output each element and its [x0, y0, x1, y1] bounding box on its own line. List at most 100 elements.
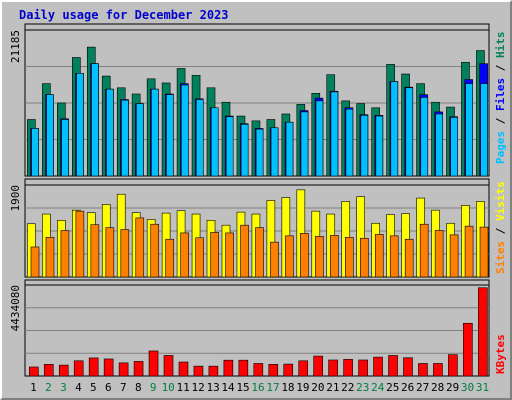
- bar-kbytes-day-20: [313, 355, 323, 377]
- bar-sites-day-2: [45, 236, 55, 278]
- x-tick-label-day-18: 18: [281, 381, 294, 394]
- panel-hits-files-pages: 21185: [9, 23, 490, 177]
- x-tick-label-day-13: 13: [206, 381, 219, 394]
- bar-sites-day-18: [285, 235, 294, 278]
- bar-sites-day-10: [165, 238, 175, 278]
- x-tick-label-day-3: 3: [60, 381, 67, 394]
- bar-kbytes-day-23: [358, 359, 368, 377]
- bar-sites-day-4: [75, 210, 85, 278]
- x-tick-label-day-11: 11: [177, 381, 190, 394]
- x-tick-label-day-29: 29: [446, 381, 459, 394]
- bar-sites-day-24: [374, 234, 384, 278]
- bar-sites-day-11: [180, 232, 189, 278]
- bar-pages-day-16: [255, 128, 264, 177]
- bar-pages-day-23: [360, 115, 369, 177]
- legends: Pages / Files / Hits Sites / Visits KBytes: [494, 32, 507, 375]
- x-tick-label-day-9: 9: [150, 381, 157, 394]
- bar-sites-day-1: [30, 246, 40, 278]
- bar-kbytes-day-16: [253, 363, 264, 377]
- bar-sites-day-14: [225, 232, 234, 278]
- bar-sites-day-28: [434, 230, 444, 278]
- bar-kbytes-day-10: [163, 355, 174, 377]
- bar-pages-day-20: [315, 100, 324, 177]
- bar-pages-day-11: [180, 84, 189, 177]
- x-tick-label-day-22: 22: [341, 381, 354, 394]
- bar-pages-day-5: [91, 63, 99, 177]
- bar-sites-day-6: [105, 227, 115, 278]
- x-tick-label-day-2: 2: [45, 381, 52, 394]
- bar-pages-day-13: [210, 107, 219, 177]
- x-tick-label-day-31: 31: [476, 381, 489, 394]
- legend: Sites / Visits: [494, 181, 507, 274]
- bar-kbytes-day-30: [463, 322, 473, 377]
- bar-kbytes-day-6: [103, 358, 114, 377]
- bar-kbytes-day-11: [178, 361, 189, 377]
- bar-sites-day-9: [150, 223, 160, 278]
- bar-sites-day-26: [404, 238, 414, 278]
- panel-kbytes: 4434080: [9, 279, 490, 377]
- legend-separator: /: [494, 58, 507, 78]
- bar-sites-day-15: [240, 224, 249, 278]
- bar-kbytes-day-1: [28, 366, 39, 377]
- bar-pages-day-6: [106, 88, 114, 177]
- x-tick-label-day-19: 19: [296, 381, 309, 394]
- x-tick-label-day-16: 16: [251, 381, 264, 394]
- bar-pages-day-21: [330, 91, 339, 177]
- bar-kbytes-day-24: [373, 356, 383, 377]
- bar-pages-day-10: [166, 94, 174, 177]
- bar-kbytes-day-28: [433, 363, 443, 377]
- x-tick-label-day-25: 25: [386, 381, 399, 394]
- bar-kbytes-day-9: [148, 350, 159, 377]
- bar-kbytes-day-4: [73, 360, 84, 377]
- x-tick-label-day-24: 24: [371, 381, 385, 394]
- x-tick-label-day-14: 14: [221, 381, 235, 394]
- bar-sites-day-25: [389, 235, 399, 278]
- bar-sites-day-29: [449, 234, 459, 278]
- bar-kbytes-day-19: [298, 360, 309, 377]
- bar-kbytes-day-18: [283, 363, 294, 377]
- bar-sites-day-13: [210, 232, 219, 278]
- bar-kbytes-day-15: [238, 359, 249, 377]
- bar-sites-day-12: [195, 237, 204, 278]
- bar-kbytes-day-12: [193, 365, 204, 377]
- bar-pages-day-9: [151, 88, 159, 177]
- bar-pages-day-24: [375, 115, 384, 177]
- bar-pages-day-1: [31, 128, 39, 177]
- legend: KBytes: [494, 334, 507, 374]
- bar-pages-day-29: [450, 117, 459, 177]
- bar-pages-day-25: [390, 81, 399, 177]
- bar-kbytes-day-21: [328, 359, 338, 377]
- bar-sites-day-23: [359, 237, 369, 278]
- legend-hits: Hits: [494, 32, 507, 59]
- bar-sites-day-17: [270, 241, 279, 278]
- bar-sites-day-21: [330, 235, 339, 278]
- x-tick-label-day-21: 21: [326, 381, 339, 394]
- legend-sites: Sites: [494, 241, 507, 274]
- bar-pages-day-28: [435, 113, 444, 177]
- bar-sites-day-31: [479, 226, 489, 278]
- x-tick-label-day-20: 20: [311, 381, 324, 394]
- bar-pages-day-12: [195, 99, 204, 177]
- bar-kbytes-day-22: [343, 359, 353, 377]
- x-tick-label-day-23: 23: [356, 381, 369, 394]
- bar-sites-day-5: [90, 224, 100, 278]
- bar-kbytes-day-14: [223, 359, 234, 377]
- x-tick-label-day-28: 28: [431, 381, 444, 394]
- bar-pages-day-15: [240, 124, 249, 177]
- bar-kbytes-day-31: [478, 287, 488, 377]
- bar-sites-day-30: [464, 225, 474, 278]
- bar-sites-day-8: [135, 217, 145, 278]
- bar-kbytes-day-25: [388, 355, 398, 377]
- bar-pages-day-31: [480, 83, 488, 177]
- legend-kbytes: KBytes: [494, 334, 507, 374]
- legend-files: Files: [494, 78, 507, 111]
- bar-pages-day-14: [225, 116, 234, 177]
- bar-kbytes-day-3: [58, 364, 69, 377]
- y-tick-label: 4434080: [9, 285, 22, 331]
- bar-sites-day-20: [315, 236, 324, 278]
- x-tick-label-day-27: 27: [416, 381, 429, 394]
- x-tick-label-day-5: 5: [90, 381, 97, 394]
- x-tick-label-day-1: 1: [30, 381, 37, 394]
- x-tick-label-day-26: 26: [401, 381, 414, 394]
